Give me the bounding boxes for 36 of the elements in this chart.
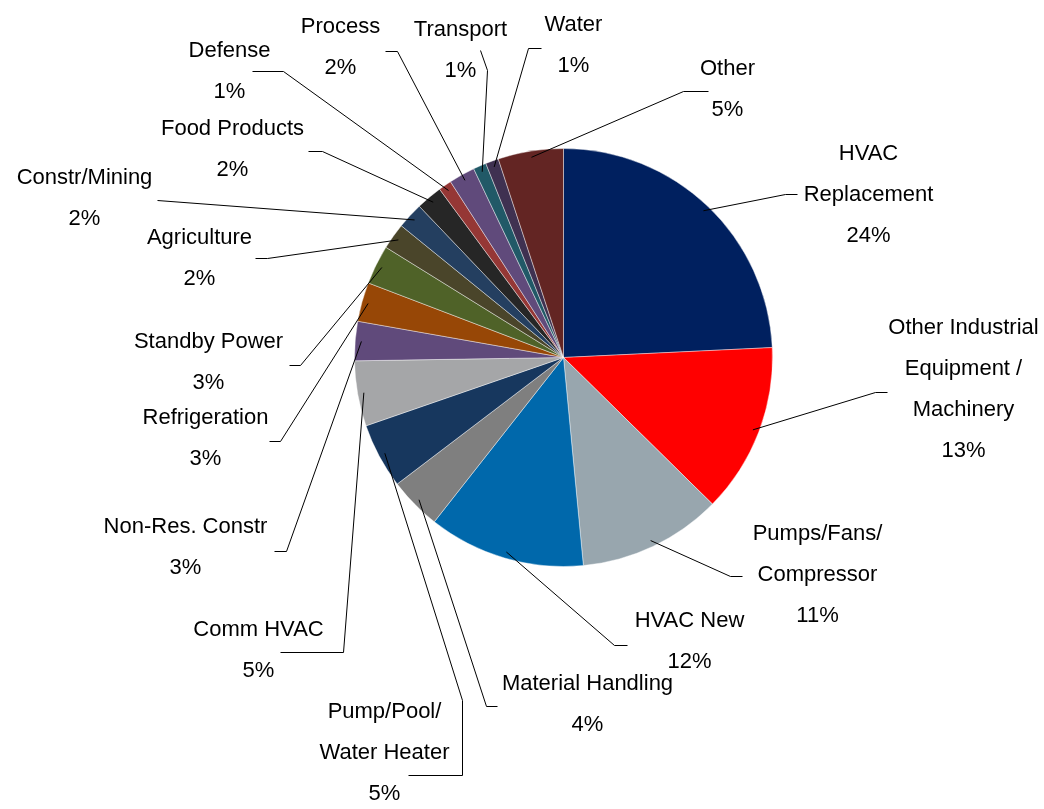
slice-label: Water: [544, 11, 603, 36]
slice-label: Defense: [188, 37, 271, 62]
slice-label: Transport: [413, 16, 508, 41]
slice-label: Other: [699, 55, 756, 80]
data-label: 5%: [242, 657, 275, 682]
slice-label: Food Products: [160, 115, 305, 140]
data-label: 4%: [571, 711, 604, 736]
slice-label: Pump/Pool/Water Heater: [319, 698, 450, 764]
data-label: 2%: [216, 156, 249, 181]
slice-label: Comm HVAC: [193, 616, 324, 641]
data-label: 5%: [368, 780, 401, 805]
data-label: 3%: [189, 445, 222, 470]
slice-label: Standby Power: [133, 328, 284, 353]
data-label: 1%: [444, 57, 477, 82]
data-label: 11%: [796, 602, 839, 627]
data-label: 24%: [846, 222, 891, 247]
slice-label: HVAC New: [634, 607, 745, 632]
slice-label: Process: [300, 13, 381, 38]
data-label: 3%: [192, 369, 225, 394]
data-label: 2%: [68, 205, 101, 230]
data-label: 12%: [667, 648, 712, 673]
data-label: 2%: [324, 54, 357, 79]
slice-label: Non-Res. Constr: [103, 513, 268, 538]
slice-label: Material Handling: [501, 670, 674, 695]
slice-label: Refrigeration: [142, 404, 269, 429]
data-label: 2%: [183, 265, 216, 290]
slice-label: Pumps/Fans/Compressor: [752, 520, 884, 586]
slice-label: Agriculture: [146, 224, 253, 249]
data-label: 1%: [213, 78, 246, 103]
data-label: 1%: [557, 52, 590, 77]
data-label: 3%: [169, 554, 202, 579]
slice-label: Constr/Mining: [16, 164, 153, 189]
data-label: 5%: [711, 96, 744, 121]
slice-label: Other Industrial Equipment / Machinery: [888, 314, 1039, 421]
slice-label: HVAC Replacement: [803, 140, 934, 206]
data-label: 13%: [941, 437, 986, 462]
